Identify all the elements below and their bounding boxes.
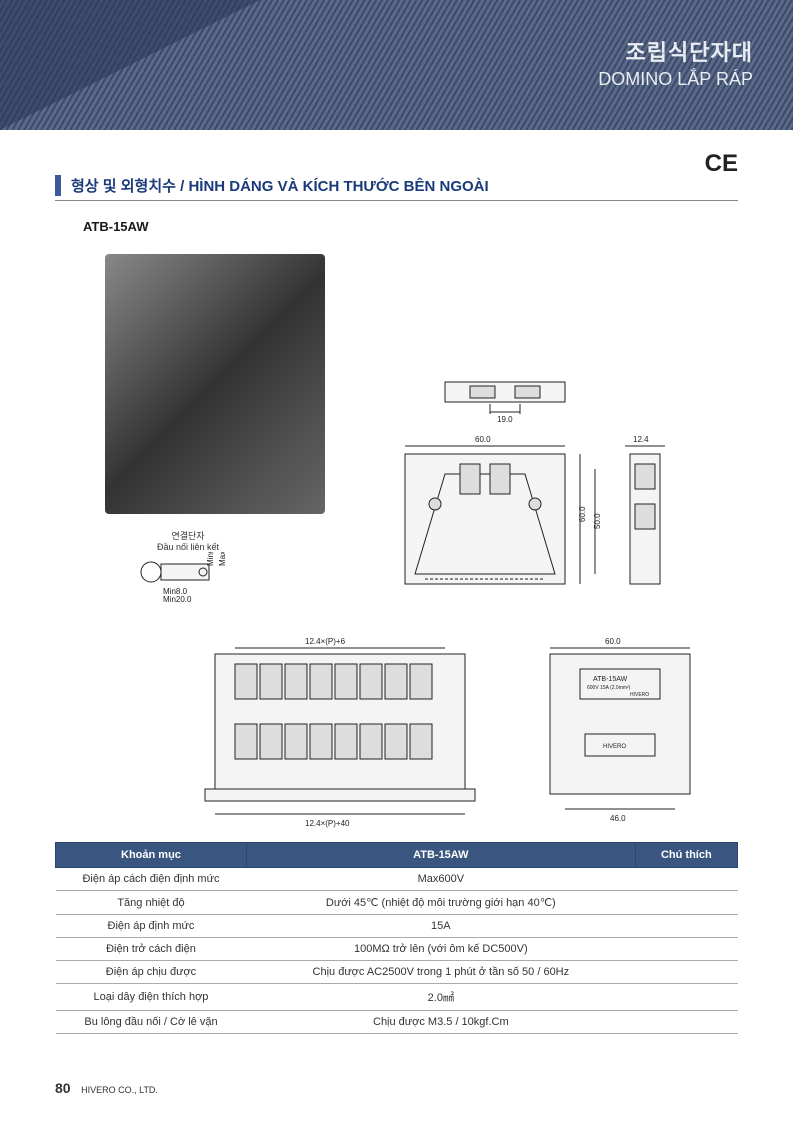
side-view-drawing: 12.4 — [615, 434, 695, 614]
dim-front-h2: 50.0 — [593, 513, 602, 529]
spec-table: Khoản mục ATB-15AW Chú thích Điện áp các… — [55, 842, 738, 1034]
header-titles: 조립식단자대 DOMINO LẮP RÁP — [598, 35, 753, 90]
th-item: Khoản mục — [56, 843, 247, 868]
th-note: Chú thích — [635, 843, 737, 868]
end-plate-drawing: 60.0 ATB-15AW 600V 15A (2.0mm²) HIVERO H… — [535, 634, 705, 834]
dim-end-w2: 46.0 — [610, 814, 626, 823]
content-area: 형상 및 외형치수 / HÌNH DÁNG VÀ KÍCH THƯỚC BÊN … — [0, 130, 793, 1034]
page-footer: 80 HIVERO CO., LTD. — [55, 1080, 158, 1096]
dim-max1: MinØ3.5 — [206, 552, 215, 566]
title-vietnamese: DOMINO LẮP RÁP — [598, 69, 753, 90]
end-label3: HIVERO — [630, 692, 649, 698]
end-label2: 600V 15A (2.0mm²) — [587, 685, 631, 691]
ce-mark: CE — [705, 150, 738, 178]
table-row: Tăng nhiệt độDưới 45℃ (nhiệt độ môi trườ… — [56, 891, 738, 915]
connector-drawing: Min8.0 Min20.0 MinØ3.5 MaxØ6.5 — [133, 552, 243, 602]
end-label4: HIVERO — [603, 744, 626, 750]
table-row: Loại dây điện thích hợp2.0㎟ — [56, 984, 738, 1011]
spec-tbody: Điện áp cách điện định mứcMax600V Tăng n… — [56, 868, 738, 1034]
dim-max2: MaxØ6.5 — [218, 552, 227, 566]
top-view-drawing: 19.0 — [415, 374, 595, 424]
product-photo — [105, 254, 325, 514]
table-row: Điện áp cách điện định mứcMax600V — [56, 868, 738, 891]
dim-top-small: 19.0 — [497, 415, 513, 424]
page-header: 조립식단자대 DOMINO LẮP RÁP — [0, 0, 793, 130]
dim-assembly-bot: 12.4×(P)+40 — [305, 819, 350, 828]
dim-end-w: 60.0 — [605, 637, 621, 646]
connector-label-kr: 연결단자 — [133, 529, 243, 542]
diagram-area: 연결단자 Đầu nối liên kết Min8.0 Min20.0 Min… — [55, 244, 738, 834]
assembly-view-drawing: 12.4×(P)+6 — [185, 634, 495, 834]
table-row: Điện trở cách điện100MΩ trở lên (với ôm … — [56, 938, 738, 961]
connector-detail: 연결단자 Đầu nối liên kết Min8.0 Min20.0 Min… — [133, 529, 243, 604]
th-model: ATB-15AW — [246, 843, 635, 868]
dim-front-w: 60.0 — [475, 435, 491, 444]
title-korean: 조립식단자대 — [598, 35, 753, 67]
front-view-drawing: 60.0 60.0 50.0 — [385, 434, 615, 614]
dim-assembly-top: 12.4×(P)+6 — [305, 637, 346, 646]
end-label1: ATB-15AW — [593, 676, 628, 683]
dim-side-w: 12.4 — [633, 435, 649, 444]
dim-front-h: 60.0 — [578, 506, 587, 522]
connector-label-vn: Đầu nối liên kết — [133, 542, 243, 552]
model-name: ATB-15AW — [83, 219, 738, 234]
dim-min2: Min20.0 — [163, 595, 192, 602]
table-row: Bu lông đầu nối / Cờ lê vặnChịu được M3.… — [56, 1011, 738, 1034]
page-number: 80 — [55, 1080, 71, 1096]
table-row: Điện áp định mức15A — [56, 915, 738, 938]
header-triangle — [0, 0, 260, 130]
section-title: 형상 및 외형치수 / HÌNH DÁNG VÀ KÍCH THƯỚC BÊN … — [55, 175, 738, 196]
table-row: Điện áp chịu đượcChịu được AC2500V trong… — [56, 961, 738, 984]
company-name: HIVERO CO., LTD. — [81, 1085, 158, 1095]
section-underline — [55, 200, 738, 201]
